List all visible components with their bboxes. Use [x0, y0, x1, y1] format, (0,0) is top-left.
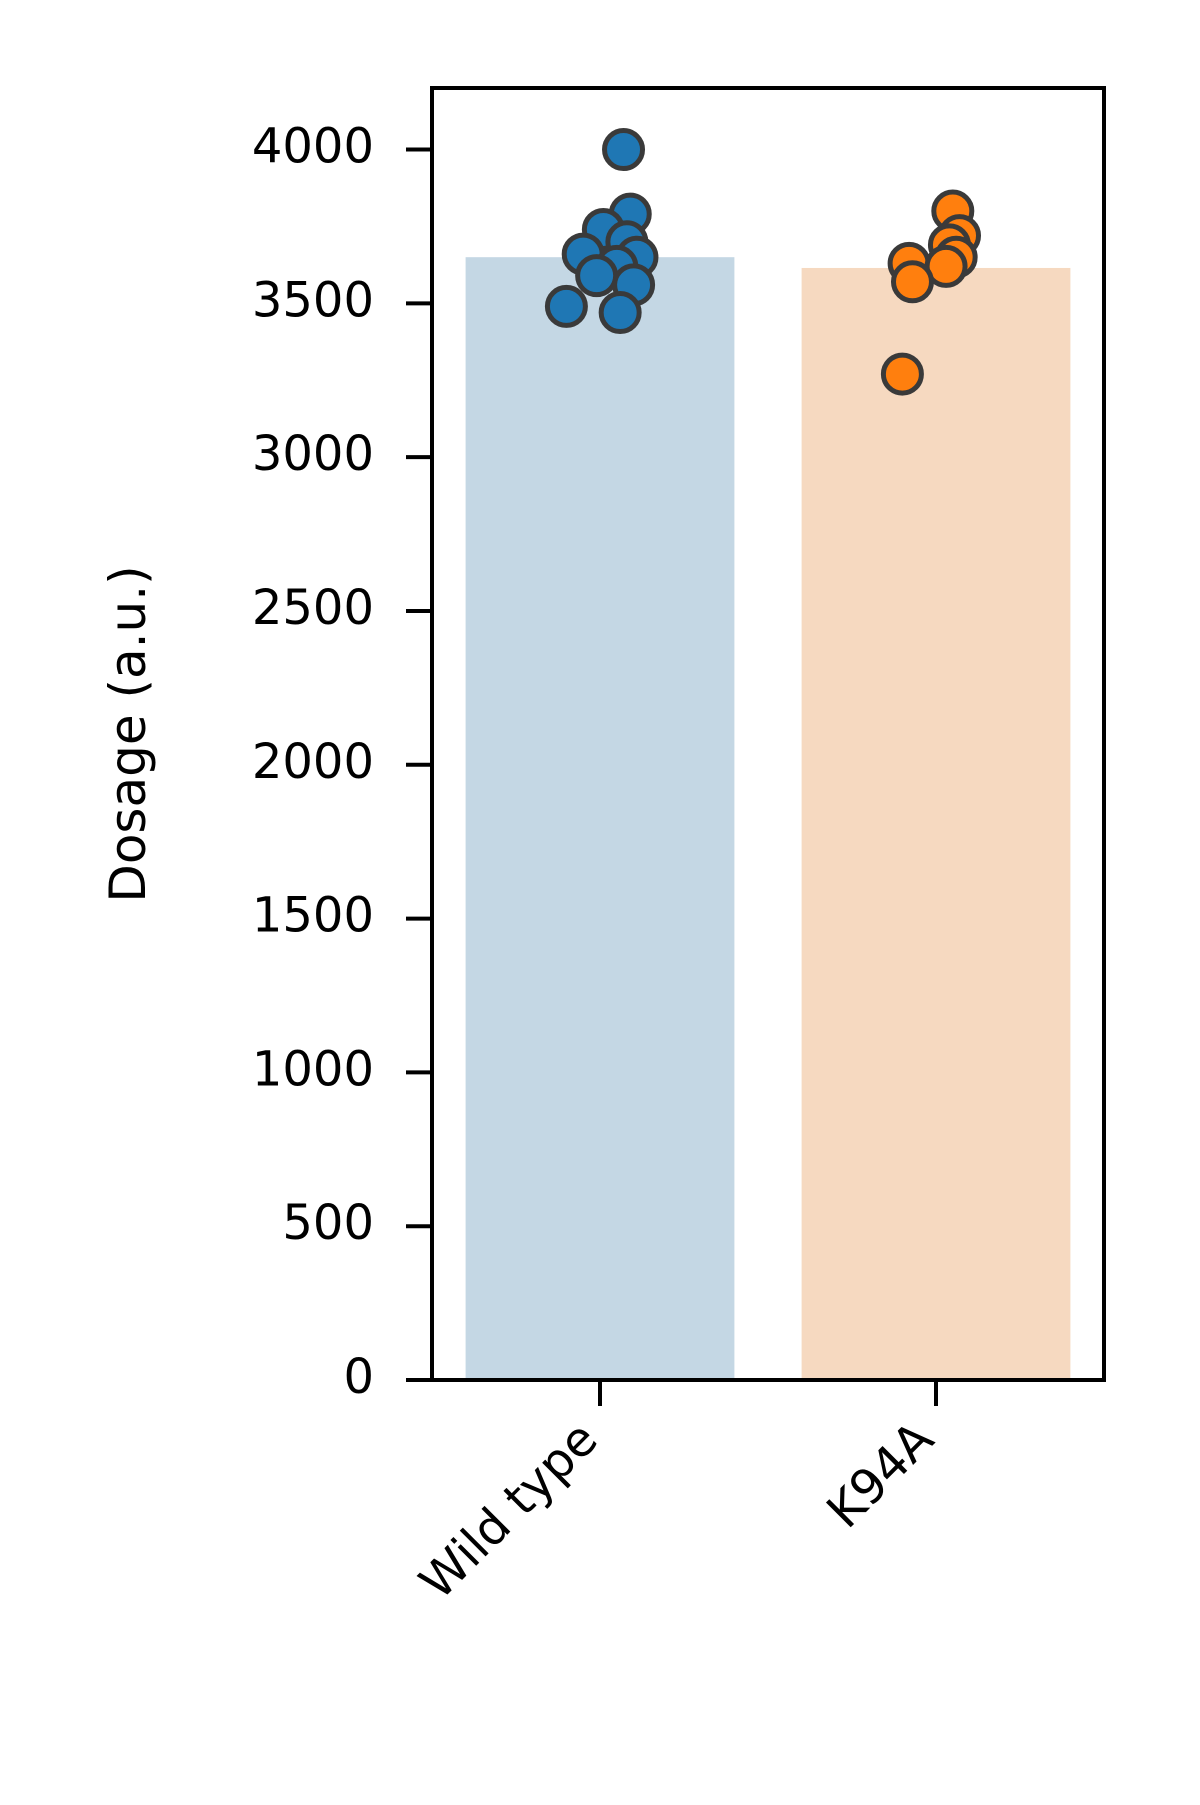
- data-point-0-10: [598, 291, 642, 335]
- y-tick-label-5: 2500: [252, 580, 374, 636]
- y-tick-label-1: 500: [282, 1195, 374, 1251]
- x-tick-label-0: Wild type: [409, 1411, 608, 1610]
- points-layer: [544, 128, 982, 396]
- y-axis: 0 500 1000 1500 2000 2500 3000 3500 4000: [252, 119, 432, 1405]
- y-tick-label-3: 1500: [252, 888, 374, 944]
- data-point-0-0: [602, 128, 646, 172]
- y-tick-label-7: 3500: [252, 272, 374, 328]
- y-tick-label-8: 4000: [252, 119, 374, 175]
- y-tick-label-2: 1000: [252, 1041, 374, 1097]
- y-tick-label-0: 0: [343, 1349, 374, 1405]
- y-tick-label-6: 3000: [252, 426, 374, 482]
- y-axis-label: Dosage (a.u.): [99, 565, 157, 902]
- data-point-1-6: [890, 260, 934, 304]
- bars-layer: [465, 257, 1071, 1381]
- data-point-0-9: [544, 284, 588, 328]
- bar-0: [465, 257, 735, 1381]
- bar-1: [801, 267, 1071, 1380]
- y-tick-label-4: 2000: [252, 734, 374, 790]
- data-point-1-7: [880, 352, 924, 396]
- x-tick-label-1: K94A: [816, 1411, 944, 1539]
- data-point-0-7: [575, 254, 619, 298]
- plot-frame: [430, 86, 1106, 1382]
- x-axis: Wild type K94A: [409, 1380, 945, 1610]
